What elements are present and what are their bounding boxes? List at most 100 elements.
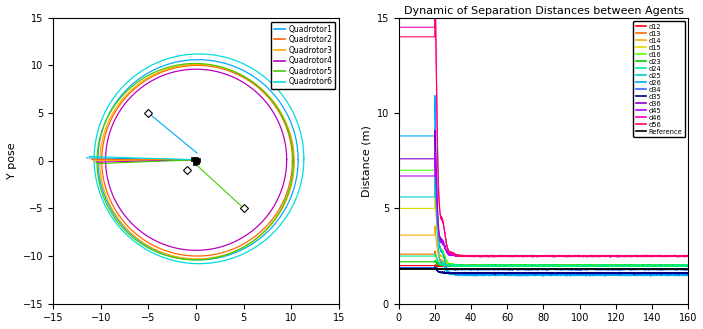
d23 [640, 263, 648, 267]
d15 [684, 264, 692, 268]
d12 [684, 264, 692, 267]
d24 [604, 264, 612, 268]
Line: d23: d23 [399, 261, 688, 266]
Quadrotor3 [108, 208, 117, 212]
Quadrotor2 [288, 159, 297, 163]
Quadrotor1 [294, 158, 302, 162]
d12 [526, 263, 534, 267]
d35 [681, 271, 690, 275]
d13 [681, 264, 690, 267]
Quadrotor4 [283, 158, 291, 162]
d26 [684, 273, 692, 277]
d26 [681, 274, 690, 278]
d15 [623, 264, 631, 267]
d36 [684, 254, 692, 258]
d45 [528, 255, 536, 259]
d25 [431, 172, 439, 176]
d23 [579, 264, 587, 267]
d23 [454, 264, 463, 267]
Quadrotor5 [191, 62, 199, 65]
d26 [640, 273, 648, 277]
d12 [453, 264, 462, 267]
d24 [454, 264, 463, 268]
Quadrotor5 [127, 235, 136, 239]
d25 [681, 273, 690, 277]
Quadrotor5 [115, 221, 123, 225]
Quadrotor6 [103, 209, 112, 213]
d15 [394, 206, 403, 210]
Quadrotor4 [276, 124, 284, 128]
d23 [394, 260, 403, 264]
Quadrotor5 [289, 160, 297, 164]
Reference [396, 267, 405, 271]
d14 [454, 264, 463, 268]
d12 [640, 264, 648, 268]
d23 [622, 264, 631, 268]
d56 [620, 255, 628, 259]
d45 [640, 254, 648, 258]
Quadrotor3 [290, 160, 299, 164]
d13 [394, 252, 403, 256]
d15 [579, 264, 587, 267]
Quadrotor6 [195, 52, 203, 56]
d35 [640, 271, 648, 275]
Quadrotor6 [195, 262, 203, 266]
d23 [431, 259, 439, 263]
Quadrotor6 [292, 117, 300, 121]
Quadrotor4 [283, 158, 291, 162]
d15 [604, 264, 612, 267]
Quadrotor6 [113, 223, 122, 227]
d12 [394, 264, 403, 267]
Line: d36: d36 [399, 130, 688, 257]
d35 [623, 271, 631, 275]
d56 [684, 255, 692, 259]
Quadrotor1 [200, 258, 209, 262]
Quadrotor2 [193, 254, 201, 258]
d46 [454, 254, 463, 258]
d15 [454, 264, 463, 267]
d36 [640, 254, 648, 258]
Quadrotor5 [198, 258, 206, 262]
Y-axis label: Distance (m): Distance (m) [361, 125, 371, 197]
d34 [623, 267, 631, 271]
d26 [623, 273, 631, 277]
d36 [454, 254, 463, 258]
Quadrotor3 [290, 160, 299, 164]
Legend: Quadrotor1, Quadrotor2, Quadrotor3, Quadrotor4, Quadrotor5, Quadrotor6: Quadrotor1, Quadrotor2, Quadrotor3, Quad… [271, 21, 335, 89]
d16 [684, 264, 692, 268]
d14 [640, 264, 648, 268]
d36 [681, 254, 690, 258]
Quadrotor4 [113, 202, 122, 206]
Line: d14: d14 [399, 226, 688, 266]
Quadrotor5 [191, 258, 199, 262]
Line: d12: d12 [399, 265, 688, 266]
d12 [623, 263, 631, 267]
d24 [622, 264, 631, 267]
d14 [394, 233, 403, 237]
Quadrotor6 [264, 236, 272, 240]
d14 [579, 263, 587, 267]
d56 [579, 254, 587, 258]
d12 [681, 264, 690, 268]
d16 [667, 265, 676, 268]
Quadrotor1 [287, 120, 295, 124]
d13 [604, 264, 612, 267]
d14 [623, 263, 631, 267]
d34 [640, 267, 648, 271]
d46 [684, 254, 692, 258]
d56 [640, 254, 648, 258]
Quadrotor5 [255, 234, 264, 238]
d45 [623, 254, 631, 258]
d26 [516, 274, 524, 278]
d24 [684, 264, 692, 267]
d46 [681, 254, 690, 258]
d34 [568, 268, 576, 272]
Quadrotor1 [193, 258, 202, 262]
Quadrotor1 [107, 207, 115, 211]
d14 [604, 263, 612, 267]
d16 [431, 140, 439, 144]
Quadrotor6 [299, 157, 308, 161]
d35 [454, 271, 463, 275]
Quadrotor2 [200, 254, 208, 258]
d36 [623, 255, 631, 259]
